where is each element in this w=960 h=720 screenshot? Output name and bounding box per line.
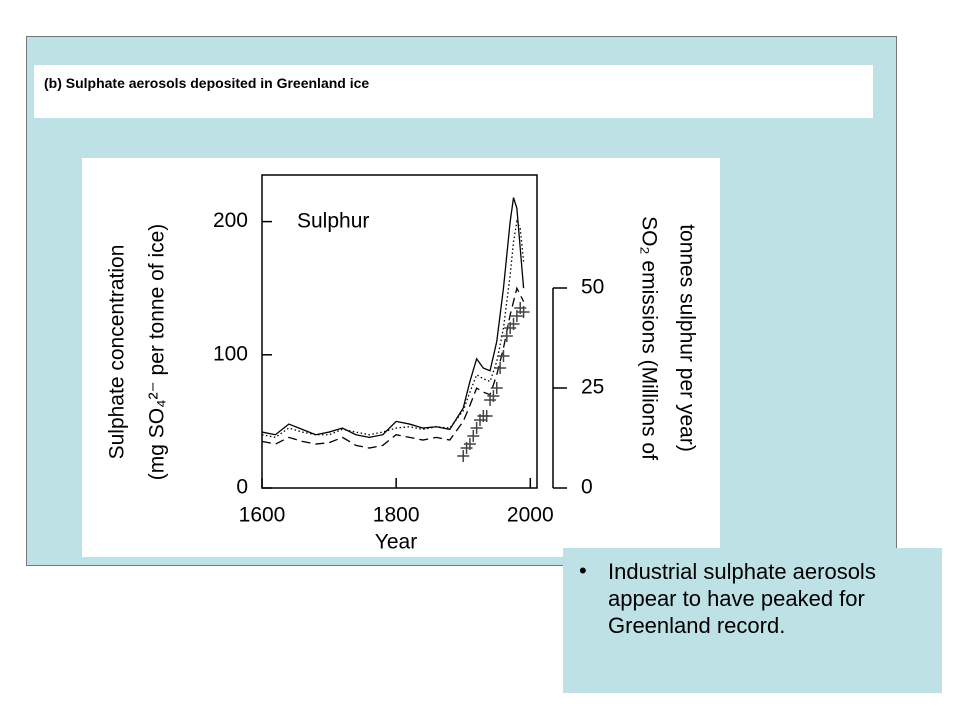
x-tick-label: 2000 xyxy=(507,504,554,527)
plus-marker xyxy=(490,382,503,394)
x-tick-label: 1800 xyxy=(373,504,420,527)
plus-marker xyxy=(517,306,530,318)
y2-tick-label: 25 xyxy=(581,376,604,399)
y-tick-label: 100 xyxy=(213,342,248,365)
plus-marker xyxy=(487,390,500,402)
y-axis-label: (mg SO₄²⁻ per tonne of ice) xyxy=(146,224,169,481)
y2-tick-label: 50 xyxy=(581,276,604,299)
panel-title-box: (b) Sulphate aerosols deposited in Green… xyxy=(34,65,873,118)
panel-title: (b) Sulphate aerosols deposited in Green… xyxy=(44,75,370,91)
line xyxy=(261,219,525,439)
x-axis-label: Year xyxy=(375,531,417,554)
plus-marker xyxy=(457,450,470,462)
y2-tick-label: 0 xyxy=(581,476,593,499)
x-tick-label: 1600 xyxy=(239,504,286,527)
chart-background xyxy=(82,158,720,557)
y-tick-label: 0 xyxy=(236,476,248,499)
plus-marker xyxy=(494,362,507,374)
plot-frame xyxy=(261,174,538,489)
plus-marker xyxy=(507,318,520,330)
bullet-dot: • xyxy=(579,558,587,583)
y-axis-label: Sulphate concentration xyxy=(106,245,129,460)
plus-marker xyxy=(467,430,480,442)
plus-marker xyxy=(470,422,483,434)
plus-marker xyxy=(463,438,476,450)
annotation: Sulphur xyxy=(297,210,369,233)
line xyxy=(261,286,525,449)
plus-marker xyxy=(497,350,510,362)
plus-marker xyxy=(480,410,493,422)
bullet-box: • Industrial sulphate aerosols appear to … xyxy=(563,548,942,693)
y2-axis-label: SO₂ emissions (Millions of xyxy=(637,216,660,460)
plus-marker xyxy=(500,330,513,342)
line xyxy=(261,197,525,439)
y2-axis-label: tonnes sulphur per year) xyxy=(675,224,698,452)
plus-marker xyxy=(510,310,523,322)
bullet-text: Industrial sulphate aerosols appear to h… xyxy=(608,559,876,638)
y-tick-label: 200 xyxy=(213,209,248,232)
